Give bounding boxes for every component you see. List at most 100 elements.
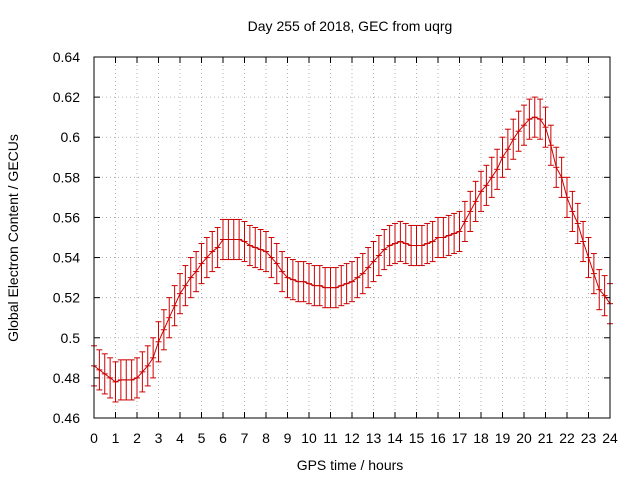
- error-bar: [601, 275, 608, 317]
- error-bar: [510, 118, 517, 160]
- error-bar: [322, 267, 329, 309]
- y-tick-label: 0.62: [53, 89, 80, 105]
- error-bar: [101, 353, 108, 395]
- x-tick-label: 2: [133, 430, 141, 446]
- error-bar: [413, 224, 420, 267]
- error-bar: [160, 309, 167, 351]
- error-bar: [585, 237, 592, 279]
- error-bar: [569, 190, 576, 232]
- error-bar: [220, 218, 226, 261]
- error-bar: [467, 190, 474, 232]
- error-bar: [359, 253, 366, 295]
- error-bar: [349, 261, 355, 303]
- error-bar: [155, 321, 162, 363]
- x-tick-label: 9: [284, 430, 292, 446]
- y-axis-label: Global Electron Content / GECUs: [5, 134, 21, 342]
- error-bar: [381, 228, 388, 271]
- x-tick-label: 13: [366, 430, 382, 446]
- x-tick-label: 6: [219, 430, 227, 446]
- x-tick-label: 16: [430, 430, 446, 446]
- error-bar: [96, 349, 103, 391]
- error-bar: [488, 156, 495, 198]
- error-bar: [504, 128, 511, 170]
- error-bar: [327, 267, 334, 309]
- error-bar: [236, 218, 243, 261]
- error-bar: [150, 337, 157, 379]
- error-bar: [456, 210, 463, 253]
- error-bar: [558, 156, 565, 198]
- y-tick-label: 0.56: [53, 209, 80, 225]
- error-bar: [574, 202, 581, 245]
- error-bar: [263, 230, 269, 273]
- error-bar: [230, 218, 237, 261]
- error-bar: [225, 218, 232, 261]
- error-bar: [182, 265, 189, 307]
- error-bar: [166, 297, 173, 339]
- error-bar: [246, 224, 253, 267]
- error-bar: [171, 285, 178, 327]
- x-tick-label: 24: [602, 430, 618, 446]
- error-bar: [112, 361, 119, 403]
- x-tick-label: 12: [344, 430, 360, 446]
- error-bar: [478, 170, 484, 212]
- error-bar: [515, 110, 522, 152]
- gec-series: [91, 96, 613, 403]
- y-tick-label: 0.54: [53, 250, 80, 266]
- error-bar: [134, 357, 140, 399]
- error-bar: [139, 351, 146, 393]
- error-bar: [214, 226, 221, 269]
- error-bar: [424, 222, 431, 265]
- error-bar: [338, 265, 345, 307]
- error-bar: [445, 214, 452, 257]
- error-bar: [521, 104, 527, 146]
- x-tick-label: 10: [301, 430, 317, 446]
- y-tick-label: 0.48: [53, 370, 80, 386]
- error-bar: [402, 222, 409, 265]
- chart-title: Day 255 of 2018, GEC from uqrg: [248, 18, 453, 34]
- error-bar: [354, 257, 361, 299]
- error-bar: [386, 224, 393, 267]
- error-bar: [590, 253, 597, 295]
- error-bar: [177, 273, 183, 315]
- error-bar: [435, 216, 441, 259]
- error-bar: [483, 164, 490, 206]
- x-tick-label: 1: [112, 430, 120, 446]
- error-bar: [257, 228, 264, 271]
- x-tick-label: 21: [538, 430, 554, 446]
- error-bar: [499, 136, 506, 178]
- y-tick-labels: 0.46 0.48 0.5 0.52 0.54 0.56 0.58 0.6 0.62 0.64: [53, 49, 80, 426]
- x-tick-label: 20: [516, 430, 532, 446]
- x-tick-labels: 0 1 2 3 4 5 6 7 8 9 10 11 12 13 14 15 16 17 18 19 20 21 22 23 24: [90, 430, 618, 446]
- error-bar: [451, 212, 458, 255]
- x-tick-label: 3: [155, 430, 163, 446]
- error-bar: [311, 265, 318, 307]
- error-bar: [461, 200, 468, 243]
- y-tick-label: 0.46: [53, 410, 80, 426]
- error-bar: [370, 241, 377, 283]
- error-bar: [472, 180, 479, 222]
- error-bar: [273, 243, 280, 285]
- error-bar: [397, 220, 404, 263]
- y-tick-label: 0.5: [61, 330, 81, 346]
- error-bar: [537, 98, 544, 140]
- error-bar: [193, 251, 200, 293]
- error-bar: [107, 357, 114, 399]
- error-bar: [392, 222, 398, 265]
- error-bar: [316, 265, 323, 307]
- error-bar: [198, 243, 205, 285]
- error-bar: [343, 263, 350, 305]
- error-bar: [332, 267, 339, 309]
- y-tick-label: 0.52: [53, 290, 80, 306]
- error-bar: [252, 226, 259, 269]
- error-bar: [268, 237, 275, 279]
- error-bar: [542, 106, 549, 148]
- error-bar: [526, 98, 533, 140]
- x-tick-label: 23: [581, 430, 597, 446]
- error-bar: [564, 176, 570, 218]
- x-tick-label: 18: [473, 430, 489, 446]
- error-bar: [365, 247, 372, 289]
- x-tick-label: 0: [90, 430, 98, 446]
- error-bar: [123, 359, 130, 401]
- x-tick-label: 11: [323, 430, 338, 446]
